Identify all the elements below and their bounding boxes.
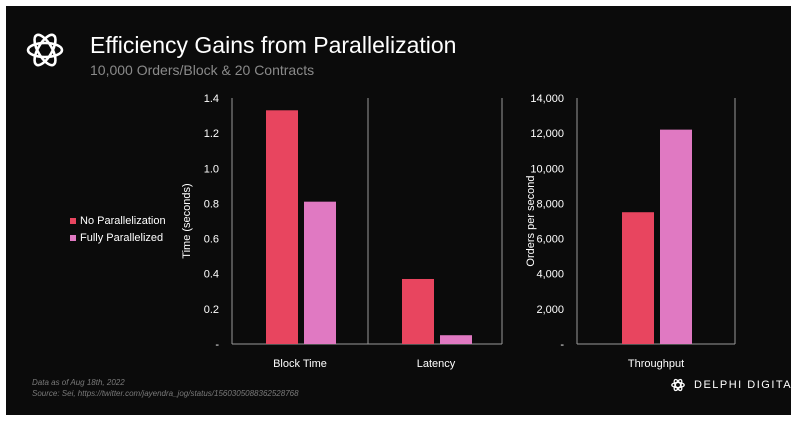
y-tick-label: 1.2 xyxy=(204,128,219,140)
x-category-label: Block Time xyxy=(273,358,327,370)
y-tick-label: 4,000 xyxy=(536,269,564,281)
chart-title: Efficiency Gains from Parallelization xyxy=(90,32,457,58)
legend-item-fully-parallelized: Fully Parallelized xyxy=(70,229,166,246)
legend-swatch xyxy=(70,217,76,224)
bar-chart: - 0.2 0.4 0.6 0.8 1.0 1.2 1.4 Time (seconds) Bloc… xyxy=(181,93,736,370)
legend-label: Fully Parallelized xyxy=(80,231,164,244)
y-tick-label: 12,000 xyxy=(530,128,564,140)
delphi-knot-icon xyxy=(671,378,685,392)
y-tick-label: 10,000 xyxy=(530,163,564,175)
x-category-label: Latency xyxy=(417,358,456,370)
y-axis-label: Time (seconds) xyxy=(181,183,193,258)
bar xyxy=(440,335,472,344)
legend: No Parallelization Fully Parallelized xyxy=(70,212,166,246)
y-tick-label: 14,000 xyxy=(530,93,564,105)
y-tick-label: 0.6 xyxy=(204,234,219,246)
y-tick-label: 0.2 xyxy=(204,304,219,316)
y-tick-label: 0.4 xyxy=(204,269,219,281)
bar xyxy=(304,201,336,344)
y-axis-label: Orders per second xyxy=(525,175,537,266)
bar xyxy=(660,129,692,344)
y-tick-label: 8,000 xyxy=(536,198,564,210)
legend-swatch xyxy=(70,234,76,241)
y-tick-label: - xyxy=(560,339,564,351)
brand: DELPHI DIGITAL xyxy=(670,377,791,393)
chart-subtitle: 10,000 Orders/Block & 20 Contracts xyxy=(90,62,315,78)
chart-card: Efficiency Gains from Parallelization 10… xyxy=(6,6,791,415)
footer-notes: Data as of Aug 18th, 2022 Source: Sei, h… xyxy=(32,377,299,399)
y-tick-label: 6,000 xyxy=(536,234,564,246)
source-note: Source: Sei, https://twitter.com/jayendr… xyxy=(32,389,299,398)
brand-name: DELPHI DIGITAL xyxy=(694,379,791,391)
x-category-label: Throughput xyxy=(628,358,684,370)
bar xyxy=(402,278,434,344)
legend-item-no-parallelization: No Parallelization xyxy=(70,212,166,229)
y-tick-label: 1.4 xyxy=(204,93,219,105)
y-tick-label: - xyxy=(215,339,219,351)
y-tick-label: 2,000 xyxy=(536,304,564,316)
legend-label: No Parallelization xyxy=(80,214,166,227)
y-tick-label: 0.8 xyxy=(204,198,219,210)
data-date-note: Data as of Aug 18th, 2022 xyxy=(32,378,125,387)
y-tick-label: 1.0 xyxy=(204,163,219,175)
bar xyxy=(266,110,298,344)
bar xyxy=(622,212,654,344)
knot-logo-icon xyxy=(26,33,64,67)
